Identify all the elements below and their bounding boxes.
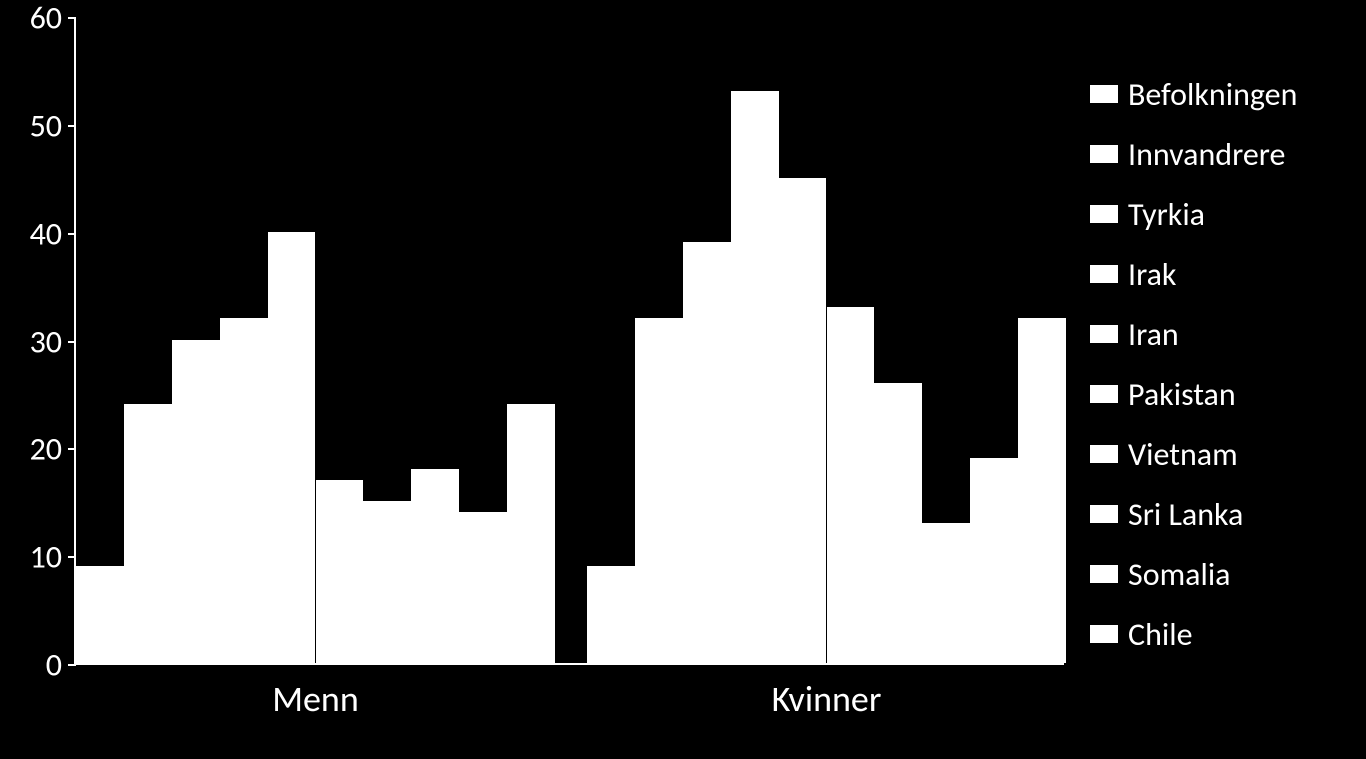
- legend-label: Vietnam: [1128, 435, 1238, 474]
- legend-swatch: [1090, 445, 1118, 463]
- legend-label: Iran: [1128, 315, 1179, 354]
- legend-item: Sri Lanka: [1090, 484, 1297, 544]
- y-tick-label: 30: [30, 322, 62, 361]
- x-category-label: Menn: [272, 677, 359, 721]
- legend-item: Pakistan: [1090, 364, 1297, 424]
- bar: [411, 469, 459, 663]
- legend-item: Vietnam: [1090, 424, 1297, 484]
- legend-label: Tyrkia: [1128, 195, 1205, 234]
- bar: [587, 566, 635, 663]
- bar: [316, 480, 364, 663]
- legend-swatch: [1090, 325, 1118, 343]
- legend-item: Irak: [1090, 244, 1297, 304]
- bar: [124, 404, 172, 663]
- y-tick: [68, 556, 76, 558]
- legend-swatch: [1090, 145, 1118, 163]
- y-tick-label: 0: [46, 646, 62, 685]
- legend-item: Chile: [1090, 604, 1297, 664]
- bar: [220, 318, 268, 663]
- y-tick-label: 20: [30, 430, 62, 469]
- legend-swatch: [1090, 85, 1118, 103]
- legend-item: Tyrkia: [1090, 184, 1297, 244]
- bar: [779, 178, 827, 663]
- legend-swatch: [1090, 625, 1118, 643]
- y-tick: [68, 448, 76, 450]
- y-tick-label: 50: [30, 106, 62, 145]
- legend-swatch: [1090, 505, 1118, 523]
- bar: [268, 232, 316, 663]
- bar: [922, 523, 970, 663]
- y-tick: [68, 341, 76, 343]
- y-tick: [68, 125, 76, 127]
- bar: [731, 91, 779, 663]
- legend-item: Somalia: [1090, 544, 1297, 604]
- chart-container: 0102030405060MennKvinner BefolkningenInn…: [0, 0, 1366, 759]
- legend-label: Irak: [1128, 255, 1176, 294]
- legend-item: Innvandrere: [1090, 124, 1297, 184]
- y-tick-label: 60: [30, 0, 62, 38]
- x-category-label: Kvinner: [772, 677, 882, 721]
- bar: [459, 512, 507, 663]
- bar: [970, 458, 1018, 663]
- legend: Befolkningen Innvandrere Tyrkia Irak Iran Pak…: [1090, 64, 1297, 664]
- bar: [635, 318, 683, 663]
- legend-label: Somalia: [1128, 555, 1230, 594]
- y-tick: [68, 664, 76, 666]
- legend-swatch: [1090, 565, 1118, 583]
- legend-label: Sri Lanka: [1128, 495, 1243, 534]
- bar: [76, 566, 124, 663]
- bar: [507, 404, 555, 663]
- y-tick-label: 10: [30, 538, 62, 577]
- y-tick: [68, 233, 76, 235]
- y-tick-label: 40: [30, 214, 62, 253]
- y-tick: [68, 17, 76, 19]
- bar: [172, 340, 220, 664]
- plot-area: 0102030405060MennKvinner: [74, 18, 1064, 665]
- legend-swatch: [1090, 205, 1118, 223]
- legend-item: Befolkningen: [1090, 64, 1297, 124]
- legend-label: Innvandrere: [1128, 135, 1285, 174]
- bar: [683, 242, 731, 663]
- bar: [363, 501, 411, 663]
- bar: [1018, 318, 1066, 663]
- legend-item: Iran: [1090, 304, 1297, 364]
- legend-label: Chile: [1128, 615, 1192, 654]
- legend-swatch: [1090, 385, 1118, 403]
- bar: [874, 383, 922, 663]
- legend-label: Pakistan: [1128, 375, 1236, 414]
- bar: [827, 307, 875, 663]
- legend-label: Befolkningen: [1128, 75, 1297, 114]
- legend-swatch: [1090, 265, 1118, 283]
